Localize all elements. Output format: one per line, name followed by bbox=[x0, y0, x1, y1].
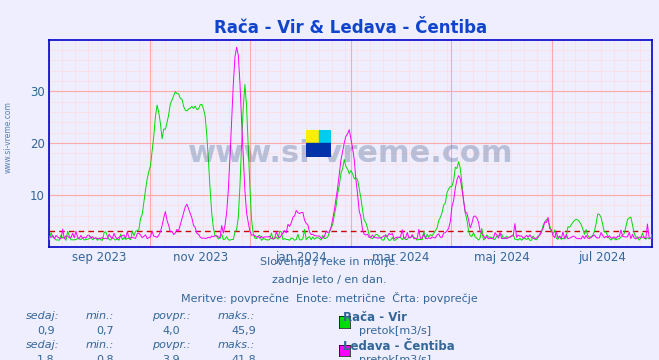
Text: 0,9: 0,9 bbox=[38, 326, 55, 336]
Text: min.:: min.: bbox=[86, 311, 114, 321]
Bar bbox=[319, 130, 331, 143]
Text: pretok[m3/s]: pretok[m3/s] bbox=[359, 326, 431, 336]
Text: www.si-vreme.com: www.si-vreme.com bbox=[188, 139, 513, 168]
Text: sedaj:: sedaj: bbox=[26, 311, 60, 321]
Text: Ledava - Čentiba: Ledava - Čentiba bbox=[343, 340, 455, 353]
Text: povpr.:: povpr.: bbox=[152, 311, 190, 321]
Title: Rača - Vir & Ledava - Čentiba: Rača - Vir & Ledava - Čentiba bbox=[214, 19, 488, 37]
Text: maks.:: maks.: bbox=[217, 340, 255, 350]
Text: Slovenija / reke in morje.: Slovenija / reke in morje. bbox=[260, 257, 399, 267]
Text: 0,8: 0,8 bbox=[97, 355, 114, 360]
Bar bbox=[306, 143, 331, 157]
Text: 1,8: 1,8 bbox=[38, 355, 55, 360]
Text: 0,7: 0,7 bbox=[97, 326, 114, 336]
Text: min.:: min.: bbox=[86, 340, 114, 350]
Text: Meritve: povprečne  Enote: metrične  Črta: povprečje: Meritve: povprečne Enote: metrične Črta:… bbox=[181, 292, 478, 304]
Text: sedaj:: sedaj: bbox=[26, 340, 60, 350]
Text: 4,0: 4,0 bbox=[163, 326, 180, 336]
Text: www.si-vreme.com: www.si-vreme.com bbox=[3, 101, 13, 173]
Text: 45,9: 45,9 bbox=[231, 326, 256, 336]
Text: 3,9: 3,9 bbox=[163, 355, 180, 360]
Text: pretok[m3/s]: pretok[m3/s] bbox=[359, 355, 431, 360]
Text: povpr.:: povpr.: bbox=[152, 340, 190, 350]
Text: 41,8: 41,8 bbox=[231, 355, 256, 360]
Bar bbox=[306, 130, 319, 143]
Text: maks.:: maks.: bbox=[217, 311, 255, 321]
Text: zadnje leto / en dan.: zadnje leto / en dan. bbox=[272, 275, 387, 285]
Text: Rača - Vir: Rača - Vir bbox=[343, 311, 407, 324]
